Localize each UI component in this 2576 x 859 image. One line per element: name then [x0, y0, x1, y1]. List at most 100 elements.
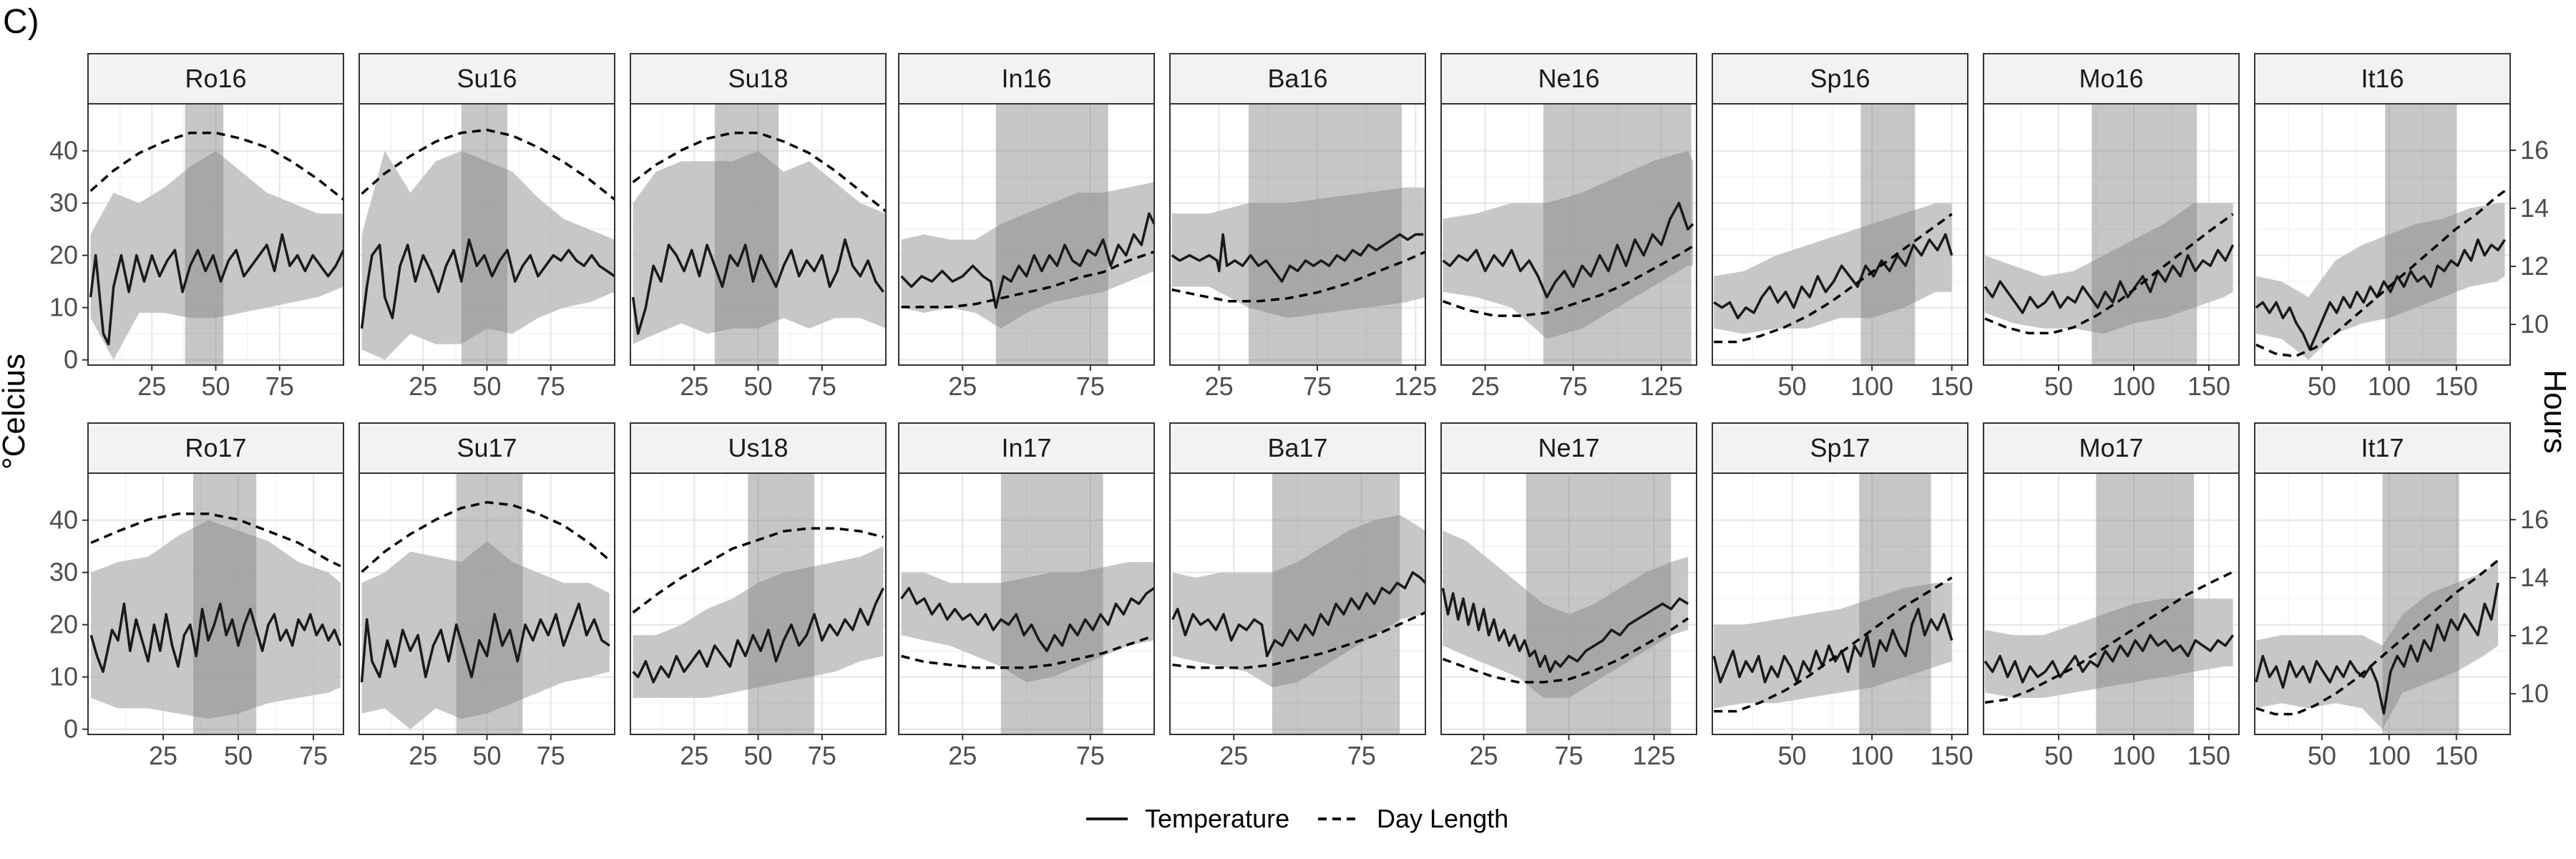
temperature-range-ribbon — [1172, 515, 1425, 688]
x-tick-label: 25 — [409, 741, 437, 770]
x-tick-label: 25 — [1469, 741, 1498, 770]
panel-It17: It17 50 100 150 10 12 14 16 — [2254, 422, 2549, 770]
strip-background — [1169, 422, 1426, 474]
x-tick-label: 25 — [680, 741, 708, 770]
x-tick-label: 75 — [1076, 741, 1105, 770]
x-tick-label: 25 — [1471, 372, 1500, 401]
legend-temperature-label: Temperature — [1145, 804, 1289, 833]
panel-Su18: Su18 25 50 75 — [630, 53, 887, 401]
panel-letter: C) — [3, 3, 39, 41]
x-tick-label: 75 — [808, 372, 836, 401]
strip-background — [87, 53, 344, 105]
y-right-tick-label: 12 — [2520, 621, 2549, 650]
x-tick-label: 75 — [265, 372, 294, 401]
x-tick-label: 150 — [1931, 372, 1974, 401]
x-tick-label: 50 — [1778, 372, 1807, 401]
strip-label: Ro16 — [185, 64, 246, 93]
highlight-window — [714, 104, 779, 365]
temperature-range-ribbon — [1985, 598, 2233, 698]
day-length-line — [90, 513, 341, 568]
day-length-line — [1442, 617, 1689, 684]
panel-Su17: Su17 25 50 75 — [358, 422, 615, 770]
y-left-tick-label: 10 — [49, 662, 78, 691]
x-tick-label: 50 — [224, 741, 253, 770]
x-tick-label: 150 — [2435, 741, 2478, 770]
panel-border — [1983, 472, 2240, 735]
x-tick-label: 150 — [1931, 741, 1974, 770]
day-length-line — [1171, 251, 1426, 303]
highlight-window — [456, 473, 523, 734]
temperature-line — [1712, 608, 1953, 684]
panel-Ro17: Ro17 25 50 75 0 10 20 30 40 — [49, 422, 344, 770]
strip-label: Ba17 — [1267, 433, 1327, 462]
strip-label: Su17 — [457, 433, 517, 462]
day-length-line — [901, 251, 1155, 309]
strip-label: It16 — [2361, 64, 2404, 93]
temperature-line — [1441, 588, 1689, 674]
y-left-tick-label: 30 — [49, 188, 78, 218]
y-left-tick-label: 0 — [64, 714, 78, 744]
highlight-window — [2092, 104, 2197, 365]
x-tick-label: 75 — [537, 372, 565, 401]
highlight-window — [185, 104, 224, 365]
x-tick-label: 100 — [2368, 741, 2411, 770]
temperature-range-ribbon — [901, 562, 1154, 682]
strip-background — [1712, 422, 1968, 474]
temperature-range-ribbon — [1714, 203, 1952, 334]
x-tick-label: 50 — [201, 372, 230, 401]
temperature-range-ribbon — [901, 182, 1154, 329]
x-tick-label: 125 — [1632, 741, 1675, 770]
x-tick-label: 50 — [743, 741, 772, 770]
strip-label: It17 — [2361, 433, 2404, 462]
strip-label: Su18 — [728, 64, 788, 93]
temperature-line — [632, 587, 884, 684]
y-right-tick-label: 10 — [2520, 679, 2549, 708]
x-tick-label: 75 — [1554, 741, 1583, 770]
temperature-line — [1984, 634, 2235, 684]
strip-label: Us18 — [728, 433, 788, 462]
temperature-line — [1171, 571, 1427, 658]
day-length-line — [2255, 190, 2506, 358]
panel-border — [1983, 103, 2240, 366]
temperature-line — [631, 238, 884, 335]
day-length-line — [1442, 245, 1694, 317]
y-right-tick-label: 12 — [2520, 251, 2549, 281]
day-length-line — [1172, 611, 1426, 669]
x-tick-label: 50 — [2044, 372, 2073, 401]
strip-label: Sp17 — [1810, 433, 1870, 462]
highlight-window — [2382, 473, 2459, 734]
panel-Ro16: Ro16 25 50 75 0 10 20 30 40 — [49, 53, 345, 401]
strip-background — [1440, 53, 1697, 105]
temperature-line — [1171, 233, 1424, 283]
y-left-tick-label: 0 — [64, 345, 78, 374]
y-left-tick-label: 10 — [49, 293, 78, 322]
panel-Mo17: Mo17 50 100 150 — [1983, 422, 2240, 770]
x-tick-label: 75 — [537, 741, 565, 770]
strip-background — [1983, 422, 2240, 474]
x-tick-label: 75 — [1303, 372, 1332, 401]
strip-background — [630, 53, 887, 105]
x-tick-label: 125 — [1394, 372, 1437, 401]
temperature-line — [900, 586, 1155, 652]
x-tick-label: 100 — [2112, 372, 2155, 401]
strip-label: Sp16 — [1810, 64, 1870, 93]
panel-Sp16: Sp16 50 100 150 — [1712, 53, 1974, 401]
strip-background — [2254, 422, 2511, 474]
highlight-window — [1000, 473, 1103, 734]
y-left-tick-label: 20 — [49, 241, 78, 270]
strip-background — [898, 53, 1155, 105]
strip-label: In16 — [1001, 64, 1051, 93]
y-right-tick-label: 14 — [2520, 193, 2549, 223]
x-tick-label: 150 — [2435, 372, 2478, 401]
temperature-range-ribbon — [2255, 203, 2505, 360]
temperature-range-ribbon — [633, 150, 886, 344]
x-tick-label: 25 — [948, 741, 977, 770]
highlight-window — [1248, 104, 1402, 365]
x-tick-label: 50 — [472, 741, 501, 770]
temperature-line — [2255, 582, 2499, 715]
y-right-tick-label: 14 — [2520, 563, 2549, 592]
day-length-line — [361, 500, 611, 573]
day-length-line — [89, 131, 345, 201]
